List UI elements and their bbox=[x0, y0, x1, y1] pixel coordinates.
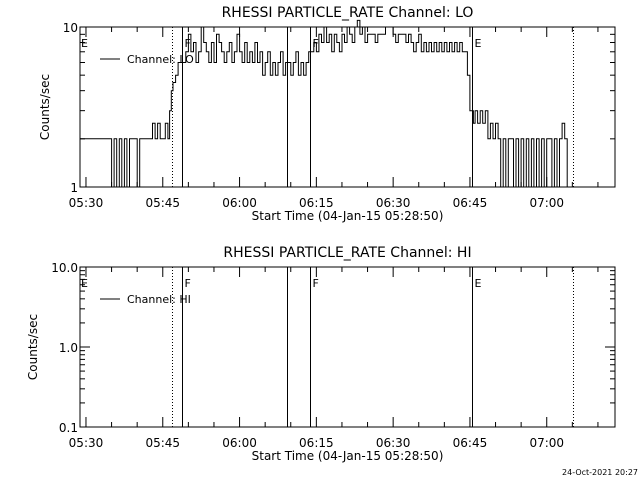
marker-label: E bbox=[475, 37, 482, 50]
chart-title: RHESSI PARTICLE_RATE Channel: LO bbox=[222, 5, 474, 21]
marker-label: F bbox=[313, 277, 319, 290]
x-axis-label: Start Time (04-Jan-15 05:28:50) bbox=[252, 209, 444, 223]
x-tick-label: 06:45 bbox=[453, 436, 488, 450]
x-tick-label: 06:30 bbox=[376, 436, 411, 450]
x-tick-label: 06:15 bbox=[299, 436, 334, 450]
legend-label: Channel: HI bbox=[127, 293, 191, 306]
x-tick-label: 07:00 bbox=[529, 196, 564, 210]
x-tick-label: 06:00 bbox=[222, 196, 257, 210]
x-tick-label: 06:00 bbox=[222, 436, 257, 450]
y-tick-label: 1.0 bbox=[59, 341, 78, 355]
x-axis-label: Start Time (04-Jan-15 05:28:50) bbox=[252, 449, 444, 463]
plot-frame bbox=[79, 266, 616, 428]
marker-label: E bbox=[81, 277, 88, 290]
y-tick-label: 1 bbox=[70, 181, 78, 195]
x-tick-label: 07:00 bbox=[529, 436, 564, 450]
x-tick-label: 05:30 bbox=[69, 196, 104, 210]
series-line bbox=[80, 19, 568, 188]
plot-frame bbox=[79, 26, 616, 188]
y-axis-label: Counts/sec bbox=[26, 314, 40, 380]
y-axis-label: Counts/sec bbox=[38, 74, 52, 140]
timestamp-footer: 24-Oct-2021 20:27 bbox=[562, 468, 638, 477]
chart-panel-hi: RHESSI PARTICLE_RATE Channel: HI 05:30 05:… bbox=[26, 245, 616, 463]
y-tick-label: 10 bbox=[63, 21, 78, 35]
x-tick-label: 06:30 bbox=[376, 196, 411, 210]
chart-panel-lo: RHESSI PARTICLE_RATE Channel: LO 05:30 05:… bbox=[38, 5, 616, 223]
x-tick-label: 05:30 bbox=[69, 436, 104, 450]
x-tick-label: 05:45 bbox=[145, 196, 180, 210]
legend-label: Channel: LO bbox=[127, 53, 194, 66]
y-tick-label: 0.1 bbox=[59, 421, 78, 435]
marker-label: E bbox=[475, 277, 482, 290]
x-tick-label: 05:45 bbox=[145, 436, 180, 450]
y-tick-label: 10.0 bbox=[51, 261, 78, 275]
x-tick-label: 06:45 bbox=[453, 196, 488, 210]
marker-label: F bbox=[185, 277, 191, 290]
chart-title: RHESSI PARTICLE_RATE Channel: HI bbox=[223, 245, 471, 261]
marker-label: E bbox=[81, 37, 88, 50]
marker-label: F bbox=[185, 37, 191, 50]
x-tick-label: 06:15 bbox=[299, 196, 334, 210]
marker-label: F bbox=[313, 37, 319, 50]
